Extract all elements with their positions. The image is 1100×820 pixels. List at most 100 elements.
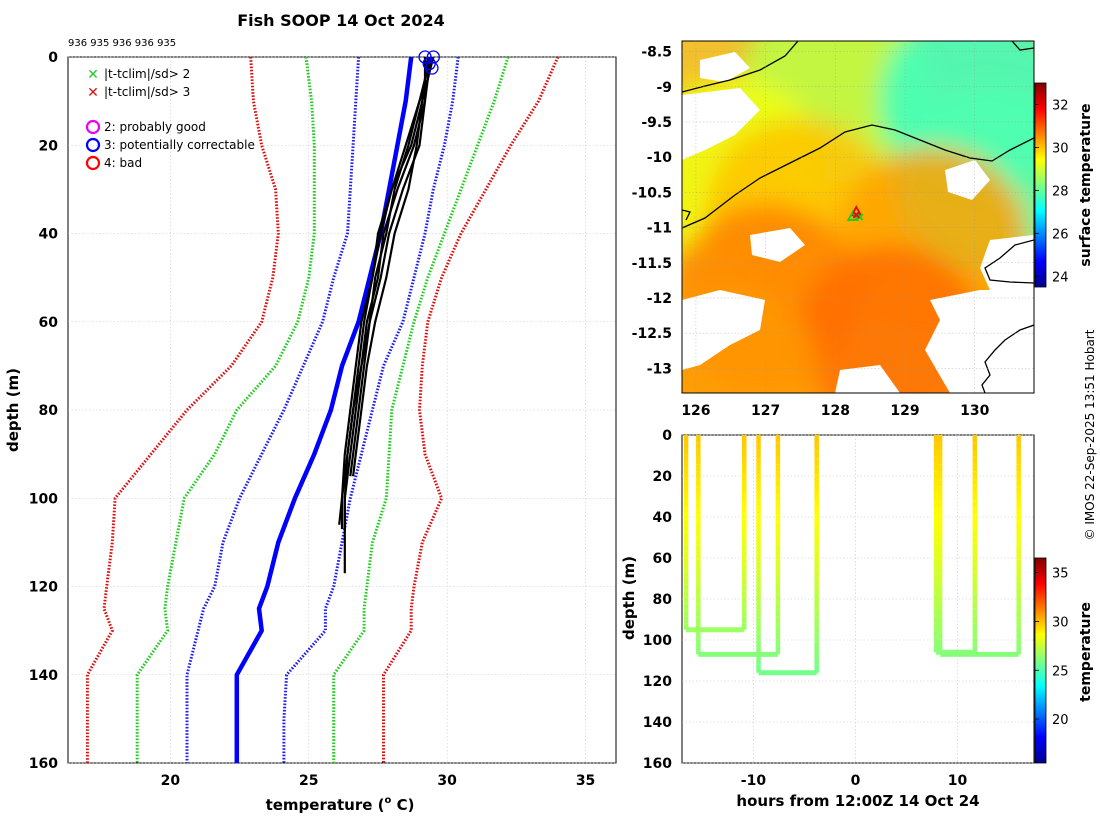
timeline-x-axis-label: hours from 12:00Z 14 Oct 24 bbox=[736, 792, 979, 810]
coastline-northeast bbox=[1011, 41, 1034, 51]
timeline-grid bbox=[682, 434, 1034, 764]
sst-colorbar-tick-label: 26 bbox=[1052, 227, 1069, 242]
timeline-x-tick-label: 0 bbox=[851, 773, 861, 789]
temperature-colorbar-tick-label: 20 bbox=[1052, 713, 1069, 728]
profile-panel: Fish SOOP 14 Oct 2024 936 935 936 936 93… bbox=[4, 11, 617, 814]
temperature-profile bbox=[343, 57, 432, 530]
legend-item-cross-3sd: ✕ |t-tclim|/sd> 3 bbox=[87, 85, 190, 101]
climatology-lines bbox=[85, 57, 560, 763]
sst-colorbar-tick-label: 30 bbox=[1052, 141, 1069, 156]
profile-x-axis-label: temperature (o C) bbox=[266, 795, 415, 814]
temperature-profiles bbox=[338, 57, 435, 574]
climatology-mean-line bbox=[234, 57, 414, 763]
y-tick-label: 80 bbox=[39, 403, 59, 419]
cloud-gap-center bbox=[945, 160, 990, 200]
timeline-y-tick-label: 80 bbox=[653, 592, 673, 608]
timeline-y-axis-label: depth (m) bbox=[620, 556, 638, 640]
map-y-tick-label: -12 bbox=[647, 291, 672, 307]
temperature-colorbar-ticks: 20 25 30 35 bbox=[1035, 567, 1069, 728]
legend-cross-red: ✕ bbox=[87, 85, 99, 101]
temperature-colorbar bbox=[1034, 557, 1047, 764]
timeline-casts bbox=[683, 435, 1021, 676]
legend-circle-magenta bbox=[85, 119, 101, 135]
timeline-y-tick-label: 140 bbox=[643, 715, 672, 731]
flag-markers bbox=[418, 50, 440, 75]
shelf-contour bbox=[682, 124, 1034, 229]
timeline-y-tick-label: 0 bbox=[662, 428, 672, 444]
y-tick-label: 20 bbox=[39, 138, 59, 154]
legend-item-flag-4: 4: bad bbox=[85, 155, 142, 171]
map-x-tick-label: 130 bbox=[960, 403, 989, 419]
map-y-tick-label: -8.5 bbox=[641, 45, 672, 61]
climatology-line bbox=[382, 57, 560, 763]
map-frame bbox=[681, 40, 1035, 394]
legend-label: 2: probably good bbox=[104, 120, 206, 134]
cloud-gap-southeast bbox=[925, 290, 1034, 393]
station-markers bbox=[846, 205, 864, 221]
temperature-colorbar-tick-label: 25 bbox=[1052, 664, 1069, 679]
x-tick-label: 35 bbox=[576, 773, 595, 789]
timeline-y-tick-label: 100 bbox=[643, 633, 672, 649]
cloud-gap-southwest bbox=[682, 290, 765, 370]
legend-item-cross-2sd: ✕ |t-tclim|/sd> 2 bbox=[87, 67, 190, 83]
coastline-southeast-b bbox=[981, 324, 1034, 393]
legend-cross-green: ✕ bbox=[87, 67, 99, 83]
timeline-y-tick-label: 40 bbox=[653, 510, 673, 526]
flag-marker bbox=[425, 61, 439, 75]
map-y-tick-label: -12.5 bbox=[632, 326, 672, 342]
timeline-y-tick-label: 160 bbox=[643, 756, 672, 772]
timeline-x-tick-label: 10 bbox=[948, 773, 968, 789]
sst-colorbar-tick-label: 32 bbox=[1052, 98, 1069, 113]
map-y-tick-label: -10.5 bbox=[632, 185, 672, 201]
sst-field bbox=[682, 41, 1034, 393]
y-tick-label: 140 bbox=[29, 668, 58, 684]
legend-label: 4: bad bbox=[104, 156, 142, 170]
map-x-tick-label: 128 bbox=[821, 403, 850, 419]
timeline-y-tick-label: 120 bbox=[643, 674, 672, 690]
legend-item-flag-3: 3: potentially correctable bbox=[85, 137, 255, 153]
flag-marker bbox=[426, 50, 440, 64]
map-panel: 126 127 128 129 130 -8.5 -9 -9.5 -10 -10.5 -11 -11.… bbox=[632, 40, 1094, 419]
climatology-line bbox=[185, 57, 361, 763]
legend: ✕ |t-tclim|/sd> 2 ✕ |t-tclim|/sd> 3 2: p… bbox=[85, 67, 255, 171]
y-tick-label: 160 bbox=[29, 756, 58, 772]
y-tick-label: 0 bbox=[48, 50, 58, 66]
temperature-profile bbox=[338, 57, 432, 525]
legend-label: |t-tclim|/sd> 3 bbox=[104, 85, 190, 99]
sst-colorbar bbox=[1034, 82, 1047, 288]
map-x-tick-label: 126 bbox=[681, 403, 710, 419]
cloud-gap-south-center bbox=[750, 228, 805, 262]
coastline-north bbox=[682, 41, 799, 93]
temperature-colorbar-label: temperature bbox=[1078, 602, 1094, 702]
map-grid bbox=[682, 41, 1034, 393]
legend-circle-red bbox=[85, 155, 101, 171]
map-y-tick-label: -9.5 bbox=[641, 115, 672, 131]
sst-colorbar-tick-label: 28 bbox=[1052, 184, 1069, 199]
map-y-tick-label: -11 bbox=[647, 221, 672, 237]
legend-item-flag-2: 2: probably good bbox=[85, 119, 206, 135]
sst-colorbar-label: surface temperature bbox=[1078, 103, 1094, 266]
map-y-tick-label: -10 bbox=[647, 150, 673, 166]
y-tick-label: 40 bbox=[39, 227, 59, 243]
map-y-tick-label: -13 bbox=[647, 361, 672, 377]
profile-grid bbox=[68, 56, 616, 764]
temperature-profile bbox=[352, 57, 435, 477]
map-tick-labels: 126 127 128 129 130 -8.5 -9 -9.5 -10 -10.5 -11 -11.… bbox=[632, 45, 990, 419]
legend-circle-blue bbox=[85, 137, 101, 153]
station-marker bbox=[852, 211, 860, 219]
credit-text: © IMOS 22-Sep-2025 13:51 Hobart bbox=[1083, 329, 1097, 540]
cloud-gaps bbox=[682, 52, 1034, 393]
sst-colorbar-ticks: 24 26 28 30 32 bbox=[1035, 98, 1069, 285]
climatology-line bbox=[135, 57, 316, 763]
cloud-gap-east bbox=[980, 235, 1034, 290]
map-y-tick-label: -9 bbox=[656, 80, 672, 96]
timeline-x-tick-label: -10 bbox=[741, 773, 767, 789]
flag-marker bbox=[418, 50, 432, 64]
map-x-tick-label: 129 bbox=[890, 403, 919, 419]
x-tick-label: 20 bbox=[161, 773, 181, 789]
sst-colorbar-tick-label: 24 bbox=[1052, 270, 1069, 285]
legend-label: 3: potentially correctable bbox=[104, 138, 255, 152]
cloud-gap-west bbox=[682, 88, 760, 160]
